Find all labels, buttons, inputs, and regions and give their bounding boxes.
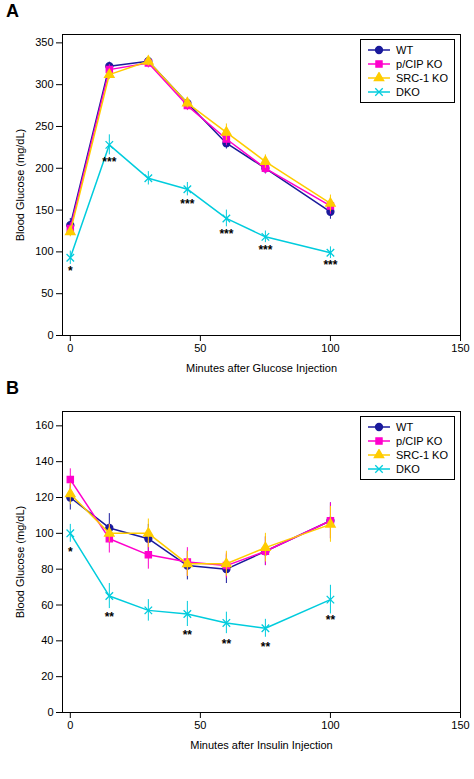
svg-text:***: *** — [102, 155, 116, 169]
html-text:p/CIP KO: p/CIP KO — [396, 58, 443, 70]
html-text:p/CIP KO: p/CIP KO — [396, 435, 443, 447]
html-text:DKO: DKO — [396, 463, 420, 475]
svg-text:300: 300 — [35, 78, 53, 90]
svg-text:80: 80 — [41, 563, 53, 575]
svg-text:50: 50 — [41, 287, 53, 299]
html-text:B: B — [6, 378, 19, 398]
html-text:DKO: DKO — [396, 86, 420, 98]
svg-text:40: 40 — [41, 634, 53, 646]
svg-text:*: * — [68, 545, 73, 559]
svg-text:100: 100 — [35, 527, 53, 539]
svg-text:Blood Glucose (mg/dL): Blood Glucose (mg/dL) — [14, 129, 26, 242]
svg-text:60: 60 — [41, 599, 53, 611]
svg-text:0: 0 — [47, 706, 53, 718]
svg-text:150: 150 — [35, 204, 53, 216]
svg-text:***: *** — [258, 243, 272, 257]
svg-text:Blood Glucose (mg/dL): Blood Glucose (mg/dL) — [14, 506, 26, 619]
svg-text:20: 20 — [41, 670, 53, 682]
svg-text:**: ** — [261, 640, 271, 654]
svg-text:150: 150 — [451, 342, 469, 354]
svg-text:Minutes after Insulin Injectio: Minutes after Insulin Injection — [190, 739, 332, 751]
svg-text:***: *** — [219, 227, 233, 241]
svg-text:Minutes after Glucose Injectio: Minutes after Glucose Injection — [186, 362, 337, 374]
svg-text:50: 50 — [194, 719, 206, 731]
svg-text:*: * — [68, 264, 73, 278]
svg-text:***: *** — [180, 197, 194, 211]
html-text:WT: WT — [396, 44, 414, 56]
svg-text:0: 0 — [47, 329, 53, 341]
svg-text:140: 140 — [35, 455, 53, 467]
svg-text:250: 250 — [35, 120, 53, 132]
svg-text:350: 350 — [35, 36, 53, 48]
html-text:SRC-1 KO: SRC-1 KO — [396, 449, 448, 461]
svg-text:120: 120 — [35, 491, 53, 503]
svg-text:***: *** — [323, 258, 337, 272]
svg-text:**: ** — [105, 610, 115, 624]
svg-text:0: 0 — [67, 342, 73, 354]
html-text:SRC-1 KO: SRC-1 KO — [396, 72, 448, 84]
svg-text:100: 100 — [35, 245, 53, 257]
html-text:A: A — [6, 1, 19, 21]
svg-text:150: 150 — [451, 719, 469, 731]
svg-text:100: 100 — [321, 342, 339, 354]
svg-text:0: 0 — [67, 719, 73, 731]
svg-text:**: ** — [222, 637, 232, 651]
svg-text:**: ** — [326, 613, 336, 627]
svg-text:200: 200 — [35, 162, 53, 174]
html-text:WT: WT — [396, 421, 414, 433]
svg-text:50: 50 — [194, 342, 206, 354]
svg-text:**: ** — [183, 628, 193, 642]
svg-text:160: 160 — [35, 419, 53, 431]
svg-text:100: 100 — [321, 719, 339, 731]
